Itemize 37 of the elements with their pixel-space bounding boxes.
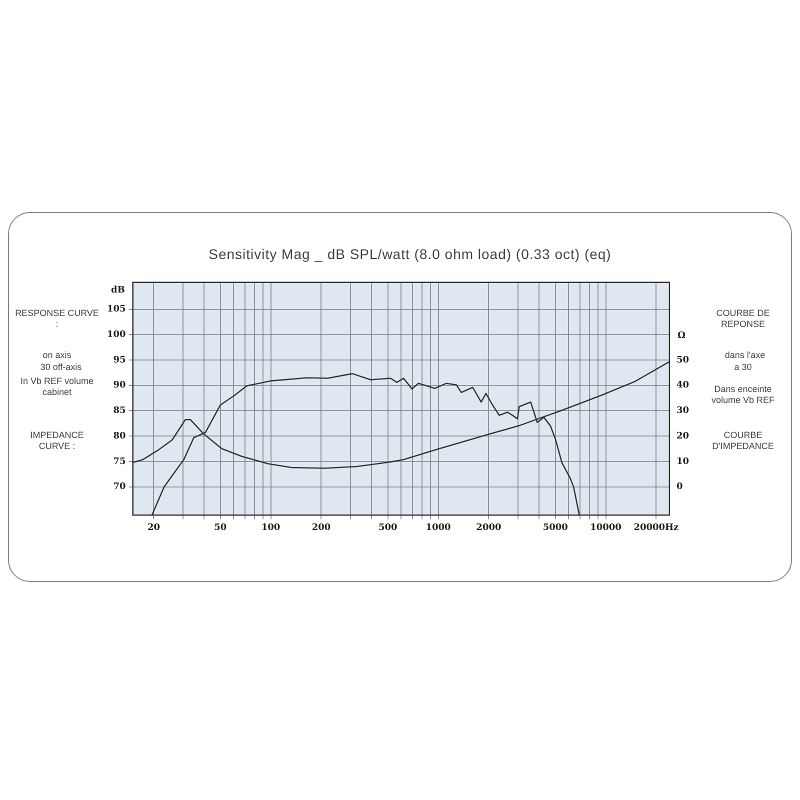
x-tick-label: 10000	[590, 522, 622, 533]
y-tick-label: 100	[106, 330, 126, 340]
x-tick-label: 5000	[542, 522, 568, 533]
text: 30 off-axis	[39, 362, 83, 373]
y-tick-label: 95	[113, 355, 126, 366]
text: COURBE DE REPONSE	[715, 308, 771, 330]
x-tick-label: 1000	[426, 522, 451, 533]
y2-axis-title: Ω	[677, 331, 686, 341]
x-tick-label: 200	[312, 522, 331, 533]
text: IMPEDANCE CURVE :	[29, 430, 85, 452]
text: In Vb REF volume cabinet	[19, 376, 95, 398]
y2-tick-label: 10	[676, 456, 690, 467]
x-tick-label: 20000Hz	[634, 522, 679, 533]
text: COURBE D'IMPEDANCE	[711, 430, 775, 452]
y2-tick-label: 0	[676, 482, 683, 492]
text: RESPONSE CURVE :	[14, 308, 100, 330]
y-tick-label: 75	[113, 456, 126, 467]
x-tick-label: 20	[147, 522, 160, 533]
y-tick-label: 105	[106, 304, 126, 315]
text: Dans enceinte volume Vb REF	[710, 384, 776, 406]
x-tick-label: 500	[378, 522, 398, 533]
y-tick-label: 85	[113, 406, 126, 416]
text: dans l'axe	[724, 350, 766, 361]
y-tick-label: 70	[113, 482, 126, 492]
x-tick-label: 50	[214, 522, 227, 533]
y-tick-label: 80	[113, 431, 126, 442]
y2-tick-label: 30	[676, 406, 690, 416]
chart-title: Sensitivity Mag _ dB SPL/watt (8.0 ohm load) (0.33 oct) (eq)	[208, 246, 612, 262]
text: a 30	[733, 362, 753, 373]
y-tick-label: 90	[113, 380, 126, 391]
text: on axis	[42, 350, 72, 361]
y-axis-title: dB	[111, 285, 126, 296]
x-tick-label: 100	[261, 522, 280, 533]
y2-tick-label: 50	[676, 355, 690, 366]
x-tick-label: 2000	[476, 522, 502, 533]
y2-tick-label: 40	[676, 380, 690, 391]
y2-tick-label: 20	[676, 431, 690, 442]
